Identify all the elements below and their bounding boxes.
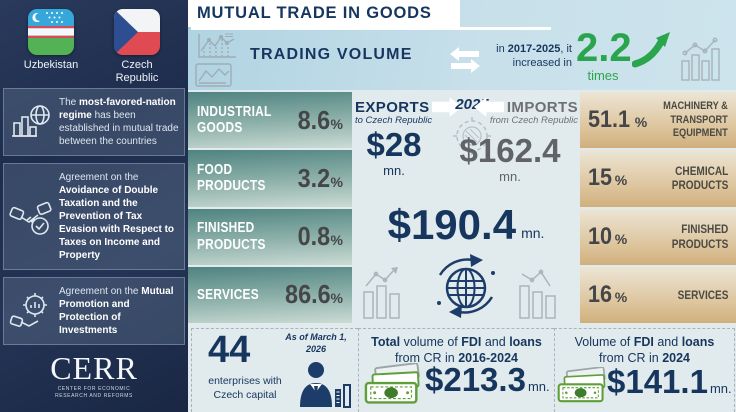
trade-structure-section: INDUSTRIAL GOODS 8.6% FOOD PRODUCTS 3.2% F… <box>188 90 736 325</box>
imports-value: $162.4 mn. <box>459 132 561 184</box>
czech-flag-block: Czech Republic <box>101 9 173 84</box>
growth-caption: in 2017-2025, it increased in <box>496 43 572 70</box>
fact-text: The most-favored-nation regime has been … <box>59 97 179 148</box>
businessman-chart-icon <box>300 362 351 408</box>
cerr-logo-subtitle: CENTER FOR ECONOMIC RESEARCH AND REFORMS <box>55 386 133 400</box>
imports-sublabel: from Czech Republic <box>489 115 578 126</box>
export-row-finished-products: FINISHED PRODUCTS 0.8% <box>188 208 352 265</box>
total-trade-value: $190.4 mn. <box>387 201 545 248</box>
fdi-total-caption: Total volume of FDI and loans from CR in… <box>371 335 542 366</box>
exports-sublabel: to Czech Republic <box>355 115 433 126</box>
cerr-logo: CERR CENTER FOR ECONOMIC RESEARCH AND RE… <box>0 352 188 412</box>
growth-arrow-icon <box>632 32 670 68</box>
import-row-services: 16% SERVICES <box>580 266 736 323</box>
main-panel: TRADING VOLUME in 2017-2025, it increased… <box>188 0 736 412</box>
banknotes-icon <box>557 367 606 403</box>
export-row-value: 0.8% <box>298 221 343 252</box>
enterprises-count: 44 <box>208 329 251 371</box>
trading-volume-band: TRADING VOLUME in 2017-2025, it increased… <box>188 0 736 90</box>
export-row-value: 3.2% <box>298 162 343 193</box>
uzbekistan-flag-block: Uzbekistan <box>15 9 87 84</box>
growth-multiplier: 2.2 <box>576 26 632 70</box>
export-row-services: SERVICES 86.6% <box>188 266 352 323</box>
fdi-2024-caption: Volume of FDI and loans from CR in 2024 <box>574 335 715 366</box>
cerr-logo-name: CERR <box>50 350 138 387</box>
trade-totals: EXPORTS to Czech Republic 2025 IMPORTS f… <box>352 90 580 325</box>
bar-chart-growth-icon <box>681 37 720 81</box>
fdi-2024-card: Volume of FDI and loans from CR in 2024 … <box>554 328 735 412</box>
export-row-industrial-goods: INDUSTRIAL GOODS 8.6% <box>188 92 352 149</box>
swap-arrows-icon <box>450 47 480 73</box>
page-title-strip: MUTUAL TRADE IN GOODS <box>188 0 460 27</box>
page-title: MUTUAL TRADE IN GOODS <box>197 4 432 22</box>
import-row-value: 16% <box>588 280 628 308</box>
sidebar: Uzbekistan Czech Republic <box>0 0 188 412</box>
uzbekistan-flag-icon <box>28 9 74 55</box>
exports-breakdown: INDUSTRIAL GOODS 8.6% FOOD PRODUCTS 3.2% F… <box>188 92 352 323</box>
imports-label: IMPORTS <box>506 98 578 116</box>
enterprises-caption: enterprises with Czech capital <box>208 375 282 401</box>
banknotes-icon <box>364 363 420 404</box>
export-row-value: 8.6% <box>298 104 343 135</box>
import-row-value: 10% <box>588 222 628 250</box>
fdi-total-value: $213.3 mn. <box>425 361 550 398</box>
imports-header: IMPORTS <box>473 97 578 117</box>
fact-text: Agreement on the Avoidance of Double Tax… <box>59 172 175 262</box>
fdi-2024-value: $141.1 mn. <box>607 363 732 400</box>
import-row-machinery: 51.1% MACHINERY & TRANSPORT EQUIPMENT <box>580 92 736 149</box>
chart-icons <box>195 32 239 88</box>
globe-sync-icon <box>437 254 495 318</box>
handshake-check-icon <box>8 197 54 237</box>
bars-ascending-icon <box>363 267 400 319</box>
bars-descending-icon <box>519 269 556 319</box>
export-row-food-products: FOOD PRODUCTS 3.2% <box>188 150 352 207</box>
as-of-date: As of March 1, 2026 <box>285 332 347 354</box>
imports-breakdown: 51.1% MACHINERY & TRANSPORT EQUIPMENT 15%… <box>580 92 736 323</box>
exports-label: EXPORTS <box>355 98 430 116</box>
growth-unit: times <box>587 68 619 83</box>
enterprises-card: 44 enterprises with Czech capital As of M… <box>191 328 358 412</box>
exports-header: EXPORTS <box>355 97 463 117</box>
fact-double-taxation: Agreement on the Avoidance of Double Tax… <box>3 163 185 271</box>
country-flags: Uzbekistan Czech Republic <box>0 0 188 88</box>
title-underline <box>191 27 551 30</box>
fact-investment-protection: Agreement on the Mutual Promotion and Pr… <box>3 277 185 346</box>
export-row-value: 86.6% <box>284 279 343 310</box>
import-row-finished: 10% FINISHED PRODUCTS <box>580 208 736 265</box>
gear-handshake-icon <box>8 291 54 331</box>
fact-text: Agreement on the Mutual Promotion and Pr… <box>59 286 174 337</box>
import-row-value: 51.1% <box>588 106 648 134</box>
czech-flag-label: Czech Republic <box>115 59 159 84</box>
czech-republic-flag-icon <box>114 9 160 55</box>
fact-most-favored-nation: The most-favored-nation regime has been … <box>3 88 185 157</box>
globe-bar-chart-icon <box>8 102 54 142</box>
area-chart-icon <box>195 63 232 87</box>
bottom-stats: 44 enterprises with Czech capital As of M… <box>188 325 736 412</box>
coin-icon <box>453 117 491 155</box>
line-chart-icon <box>198 33 236 58</box>
fdi-total-card: Total volume of FDI and loans from CR in… <box>358 328 554 412</box>
uzbekistan-flag-label: Uzbekistan <box>23 59 79 71</box>
exports-value: $28 mn. <box>366 126 422 178</box>
arrow-right-icon <box>432 97 463 117</box>
arrow-left-icon <box>473 97 504 117</box>
import-row-chemical: 15% CHEMICAL PRODUCTS <box>580 150 736 207</box>
section-title: TRADING VOLUME <box>250 46 413 63</box>
import-row-value: 15% <box>588 164 628 192</box>
